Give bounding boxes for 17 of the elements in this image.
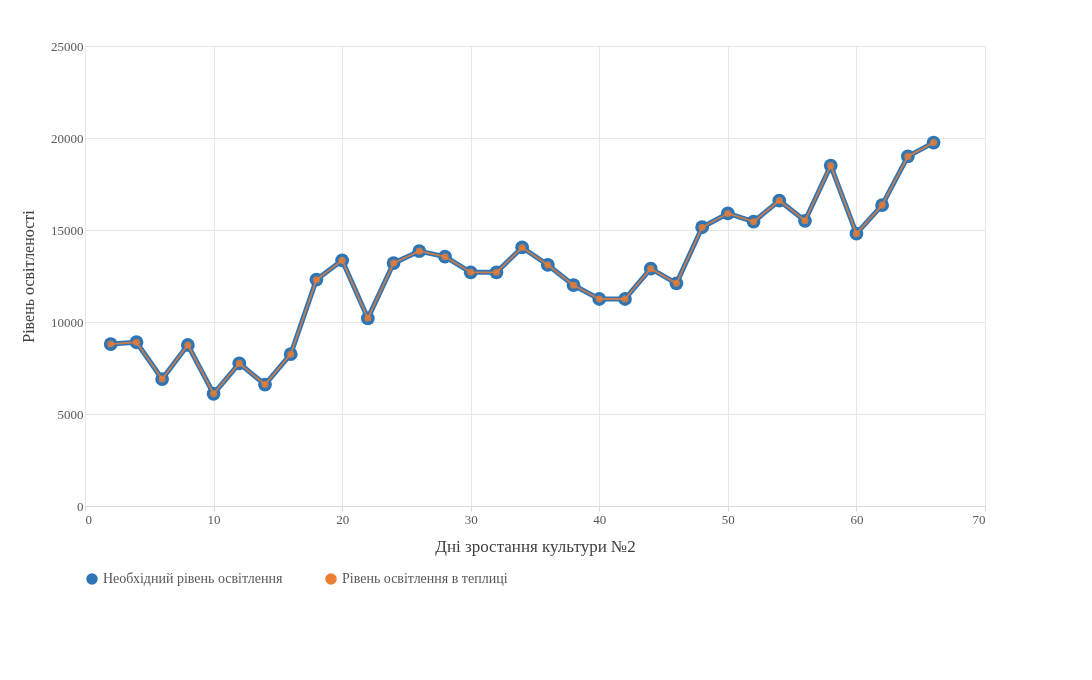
x-tick-label: 20 [336, 511, 350, 527]
y-tick-label: 10000 [51, 314, 84, 330]
legend-label: Рівень освітлення в теплиці [342, 571, 508, 586]
y-tick-label: 15000 [51, 222, 84, 238]
y-tick-label: 20000 [51, 130, 84, 146]
y-axis-title: Рівень освітленості [20, 209, 37, 343]
x-axis-title: Дні зростання культури №2 [435, 536, 636, 556]
x-tick-label: 40 [593, 511, 607, 527]
y-tick-label: 25000 [51, 38, 84, 54]
y-tick-label: 0 [77, 498, 84, 514]
y-tick-label: 5000 [57, 406, 84, 422]
x-tick-label: 30 [464, 511, 478, 527]
x-tick-label: 70 [972, 511, 986, 527]
x-tick-label: 50 [721, 511, 735, 527]
x-tick-label: 10 [207, 511, 221, 527]
x-tick-label: 60 [850, 511, 864, 527]
legend-label: Необхідний рівень освітлення [103, 571, 283, 586]
